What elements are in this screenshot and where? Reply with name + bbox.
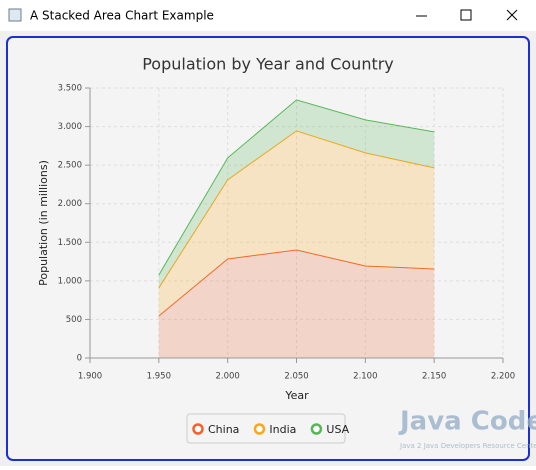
legend-label: India — [269, 423, 296, 436]
y-tick-label: 1.500 — [58, 238, 82, 248]
area-line — [158, 130, 435, 289]
x-tick-label: 1.900 — [78, 372, 102, 382]
x-tick-label: 2.100 — [353, 372, 377, 382]
x-tick-label: 1.950 — [147, 372, 171, 382]
y-tick-label: 0 — [77, 354, 82, 364]
area — [158, 130, 435, 316]
x-tick-label: 2.200 — [491, 372, 515, 382]
legend-symbol — [310, 423, 323, 435]
close-button[interactable] — [506, 9, 518, 21]
x-tick-label: 2.150 — [422, 372, 446, 382]
legend-symbol — [253, 423, 266, 435]
y-tick-label: 2.000 — [58, 199, 82, 209]
title-bar — [0, 0, 536, 31]
x-axis-label: Year — [284, 389, 309, 402]
y-tick-label: 2.500 — [58, 161, 82, 171]
area — [158, 250, 435, 358]
area — [158, 99, 435, 288]
maximize-button[interactable] — [460, 9, 472, 21]
legend-label: China — [208, 423, 239, 436]
window-title: A Stacked Area Chart Example — [30, 9, 214, 23]
area-line — [158, 99, 435, 276]
legend — [186, 413, 346, 444]
x-tick-label: 2.000 — [215, 372, 239, 382]
y-tick-label: 3.500 — [58, 84, 82, 94]
y-tick-label: 500 — [66, 315, 82, 325]
watermark-brand: Java Code Geeks — [398, 407, 536, 437]
area-line — [158, 249, 435, 317]
legend-symbol — [192, 423, 204, 435]
y-tick-label: 1.000 — [58, 276, 82, 286]
y-tick-label: 3.000 — [58, 122, 82, 132]
x-tick-label: 2.050 — [284, 372, 308, 382]
y-axis-label: Population (in millions) — [37, 160, 50, 286]
watermark-tagline: Java 2 Java Developers Resource Center — [399, 442, 536, 450]
chart-panel — [6, 36, 530, 461]
chart-title: Population by Year and Country — [142, 55, 394, 74]
app-icon — [8, 8, 22, 22]
legend-label: USA — [326, 423, 349, 436]
